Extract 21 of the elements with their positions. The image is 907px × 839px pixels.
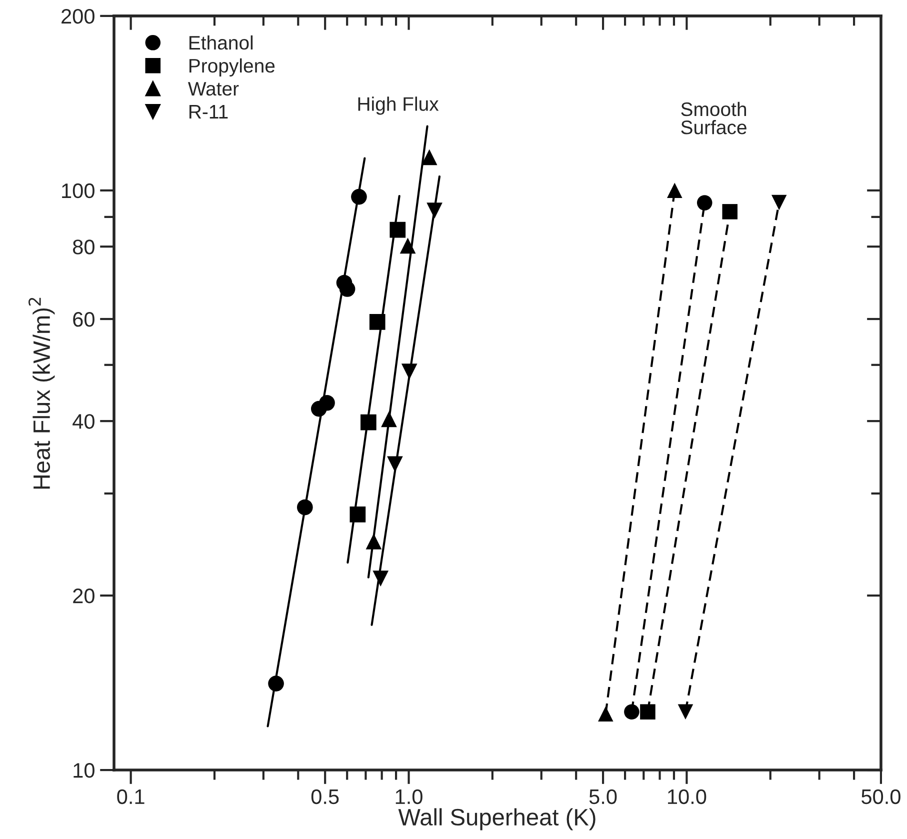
y-tick-label: 200 <box>62 8 94 24</box>
x-tick-label: 0.1 <box>117 789 144 804</box>
x-tick-label: 10.0 <box>668 789 706 804</box>
legend-label: Propylene <box>189 58 275 76</box>
y-tick-label: 60 <box>73 312 94 327</box>
legend-label: Ethanol <box>189 35 253 50</box>
x-tick-label: 5.0 <box>589 789 617 804</box>
y-tick-label: 80 <box>72 240 94 254</box>
legend-label: R-11 <box>189 105 228 118</box>
annotation: Smooth Surface <box>681 102 746 134</box>
x-tick-label: 1.0 <box>396 789 422 804</box>
y-tick-label: 20 <box>73 588 94 604</box>
x-axis-title: Wall Superheat (K) <box>398 808 596 830</box>
x-tick-label: 50.0 <box>862 789 900 804</box>
y-tick-label: 10 <box>74 763 94 778</box>
x-tick-label: 0.5 <box>311 789 339 804</box>
legend-label: Water <box>188 82 239 96</box>
y-tick-label: 100 <box>62 183 94 198</box>
y-axis-title: Heat Flux (kW/m)$^{2}$ <box>28 298 55 489</box>
y-tick-label: 40 <box>72 414 94 429</box>
annotation: High Flux <box>358 96 439 115</box>
